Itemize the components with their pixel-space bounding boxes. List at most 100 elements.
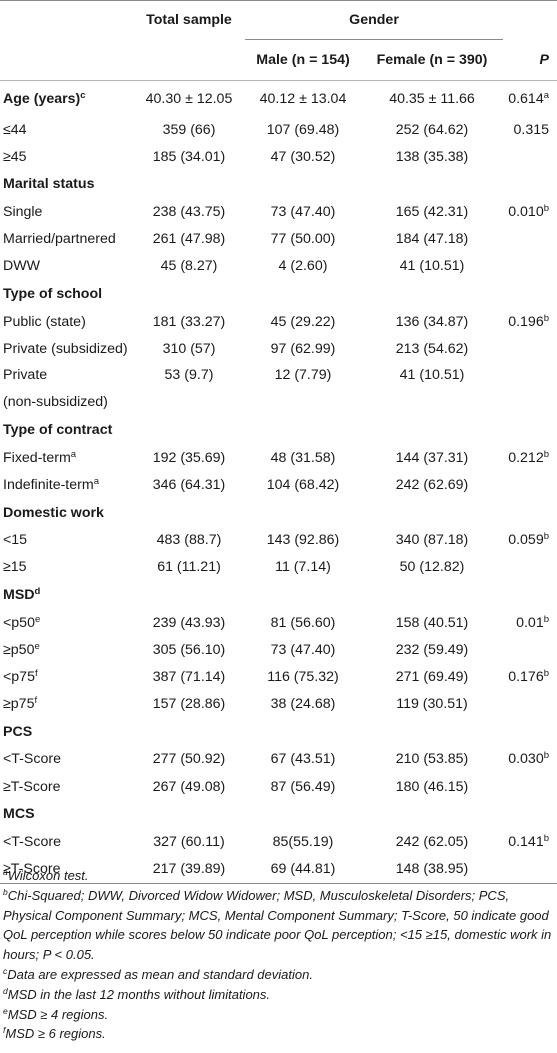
cell-female xyxy=(361,718,503,746)
row-label-text: Public (state) xyxy=(3,313,86,330)
cell-male: 48 (31.58) xyxy=(245,444,361,471)
cell-male: 143 (92.86) xyxy=(245,527,361,554)
footnotes: aWilcoxon test. bChi-Squared; DWW, Divorc… xyxy=(3,866,553,1044)
cell-female-value: 138 (35.38) xyxy=(395,148,469,165)
cell-p-value: 0.176 xyxy=(508,669,544,686)
cell-total-value: 45 (8.27) xyxy=(160,258,218,275)
row-label: Public (state) xyxy=(0,308,133,335)
cell-female-value: 165 (42.31) xyxy=(395,203,469,220)
cell-male: 45 (29.22) xyxy=(245,308,361,335)
cell-female: 158 (40.51) xyxy=(361,609,503,636)
cell-male xyxy=(245,499,361,527)
row-label-sup: a xyxy=(70,448,77,460)
cell-male xyxy=(245,718,361,746)
cell-female-value: 232 (59.49) xyxy=(395,641,469,658)
cell-male-value: 47 (30.52) xyxy=(270,148,336,165)
header-female: Female (n = 390) xyxy=(376,52,488,68)
cell-p-value: 0.059 xyxy=(508,532,544,549)
table-row: ≥T-Score 267 (49.08) 87 (56.49) 180 (46.15) xyxy=(0,773,557,800)
cell-male-value: 4 (2.60) xyxy=(278,258,328,275)
cell-p: 0.010b xyxy=(503,198,557,225)
section-title: MCS xyxy=(0,800,133,828)
cell-male: 81 (56.60) xyxy=(245,609,361,636)
cell-total xyxy=(133,581,245,609)
cell-male: 116 (75.32) xyxy=(245,663,361,690)
cell-p-sup: b xyxy=(543,312,550,324)
cell-p-value: 0.010 xyxy=(508,203,544,220)
cell-female: 40.35 ± 11.66 xyxy=(361,80,504,116)
cell-male-value: 67 (43.51) xyxy=(270,751,336,768)
cell-p xyxy=(503,773,557,800)
table-row: ≥p50e 305 (56.10) 73 (47.40) 232 (59.49) xyxy=(0,636,557,663)
cell-female xyxy=(361,170,503,198)
row-label-text: <T-Score xyxy=(3,833,61,850)
cell-total: 61 (11.21) xyxy=(133,554,245,581)
cell-male-value: 12 (7.79) xyxy=(274,367,332,384)
section-title: Marital status xyxy=(0,170,133,198)
cell-p xyxy=(503,691,557,718)
cell-total-value: 181 (33.27) xyxy=(152,313,226,330)
table-row: Single 238 (43.75) 73 (47.40) 165 (42.31) 0.… xyxy=(0,198,557,225)
cell-total-value: 192 (35.69) xyxy=(152,449,226,466)
cell-p xyxy=(503,170,557,198)
section-title: Age (years)c xyxy=(0,80,133,116)
section-title: PCS xyxy=(0,718,133,746)
cell-p xyxy=(503,855,557,884)
footnote-mark: e xyxy=(3,1005,8,1016)
cell-female-value: 271 (69.49) xyxy=(395,669,469,686)
cell-total xyxy=(133,416,245,444)
cell-male: 97 (62.99) xyxy=(245,335,361,362)
row-label-text: <15 xyxy=(3,532,28,549)
cell-total-value: 261 (47.98) xyxy=(152,231,226,248)
row-label-text: ≥p75 xyxy=(3,696,35,713)
table-row: <T-Score 277 (50.92) 67 (43.51) 210 (53.85)… xyxy=(0,746,557,773)
header-blank xyxy=(133,40,245,81)
header-total-sample: Total sample xyxy=(133,0,245,40)
cell-male-value: 85(55.19) xyxy=(272,833,334,850)
header-row-bottom: Male (n = 154) Female (n = 390) P xyxy=(0,40,557,81)
cell-male-value: 107 (69.48) xyxy=(266,121,340,138)
cell-male: 104 (68.42) xyxy=(245,472,361,499)
cell-male: 107 (69.48) xyxy=(245,116,361,143)
cell-p: 0.315 xyxy=(503,116,557,143)
cell-male: 4 (2.60) xyxy=(245,253,361,280)
cell-female-value: 213 (54.62) xyxy=(395,340,469,357)
cell-p xyxy=(503,499,557,527)
section-title: MSDd xyxy=(0,581,133,609)
cell-female-value: 148 (38.95) xyxy=(395,860,469,877)
footnote-mark: c xyxy=(3,965,8,976)
row-label-sup: e xyxy=(34,640,40,652)
cell-total-value: 238 (43.75) xyxy=(152,203,226,220)
cell-male xyxy=(245,416,361,444)
cell-p xyxy=(503,581,557,609)
cell-female: 340 (87.18) xyxy=(361,527,503,554)
cell-p-sup: b xyxy=(543,202,550,214)
cell-p xyxy=(503,143,557,170)
footnote-text: Wilcoxon test. xyxy=(7,868,89,883)
row-label-text: <p50 xyxy=(3,614,35,631)
row-label-text: Indefinite-term xyxy=(3,477,94,494)
cell-male: 47 (30.52) xyxy=(245,143,361,170)
footnote-mark: b xyxy=(3,886,8,897)
cell-total-value: 185 (34.01) xyxy=(152,148,226,165)
cell-female: 41 (10.51) xyxy=(361,253,503,280)
row-label-text: Single xyxy=(3,203,43,220)
cell-p xyxy=(503,636,557,663)
cell-p-value: 0.030 xyxy=(508,751,544,768)
cell-female: 252 (64.62) xyxy=(361,116,503,143)
cell-male-value: 97 (62.99) xyxy=(270,340,336,357)
cell-total-value: 61 (11.21) xyxy=(157,559,221,576)
cell-p-sup: b xyxy=(543,832,550,844)
cell-p xyxy=(503,226,557,253)
cell-female-value: 252 (64.62) xyxy=(395,121,469,138)
section-header-row: MSDd xyxy=(0,581,557,609)
cell-p-value: 0.614 xyxy=(508,90,544,107)
cell-total xyxy=(133,499,245,527)
table-row: Fixed-terma 192 (35.69) 48 (31.58) 144 (37.… xyxy=(0,444,557,471)
cell-total: 305 (56.10) xyxy=(133,636,245,663)
cell-total: 346 (64.31) xyxy=(133,472,245,499)
cell-female: 242 (62.05) xyxy=(361,828,503,855)
cell-male: 77 (50.00) xyxy=(245,226,361,253)
cell-female-value: 144 (37.31) xyxy=(395,449,469,466)
